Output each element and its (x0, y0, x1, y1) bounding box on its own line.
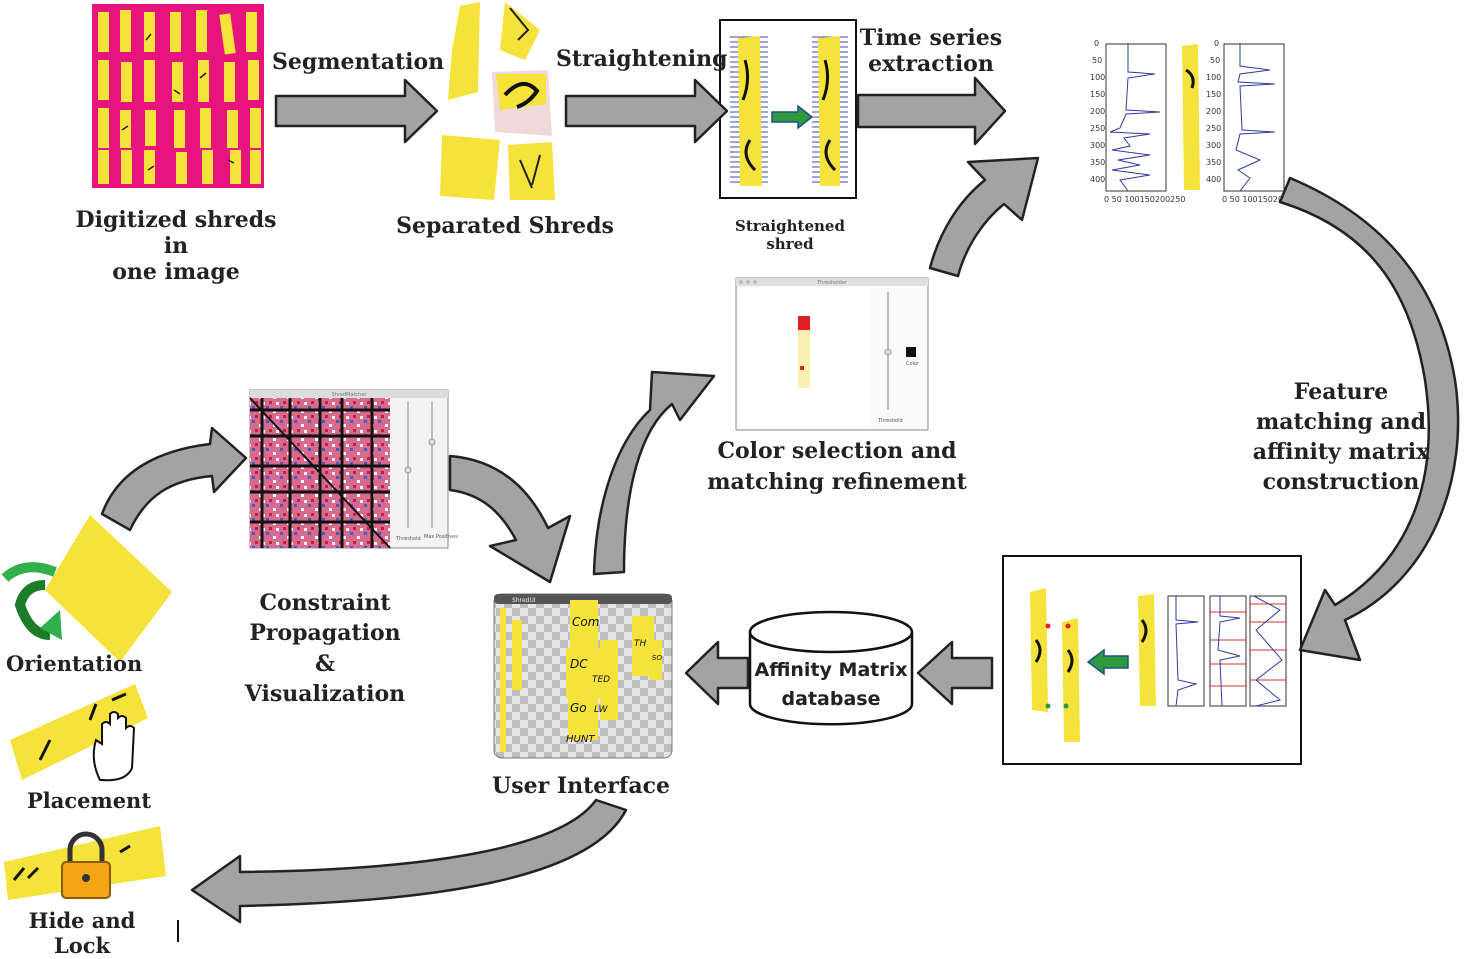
ts-ytick: 0 (1214, 39, 1219, 48)
ts-xticks: 0 50 100150200250 (1104, 195, 1185, 204)
ts-ytick: 0 (1094, 39, 1099, 48)
ui-writing: LW (594, 705, 609, 715)
ts-ytick: 250 (1090, 124, 1105, 133)
segmentation-label: Segmentation (272, 49, 445, 75)
ui-writing: SO (652, 654, 662, 662)
arrow-to-ui (684, 640, 750, 706)
affinity-matrix-window: ShredMatcher Threshold Max Positives (249, 389, 458, 549)
ui-writing: Com (572, 615, 599, 629)
ui-writing: Go (570, 701, 587, 715)
straightening-label: Straightening (556, 46, 728, 72)
matrix-max-label: Max Positives (424, 534, 458, 540)
color-selection-label: Color selection and matching refinement (707, 438, 967, 495)
ui-window-title: ShredUI (512, 597, 536, 604)
constraint-label: Constraint Propagation & Visualization (244, 590, 406, 708)
arrow-ui-to-color (592, 370, 716, 576)
ui-writing: HUNT (566, 734, 595, 745)
threshold-label: Threshold (877, 418, 903, 424)
ts-ytick: 100 (1206, 73, 1221, 82)
ui-writing: DC (570, 657, 588, 671)
time-series-plots: 0 50 100 150 200 250 300 350 400 0 50 10… (1090, 39, 1303, 204)
separated-label: Separated Shreds (396, 213, 614, 239)
hide-lock-label: Hide and Lock (28, 908, 136, 958)
ts-ytick: 250 (1206, 124, 1221, 133)
arrow-color-to-time (928, 156, 1040, 278)
ts-ytick: 150 (1090, 90, 1105, 99)
color-selection-window: Thresholder Color Threshold (735, 277, 929, 431)
affinity-database-cylinder (748, 610, 914, 726)
ui-writing: TED (592, 675, 610, 685)
user-interface-window: ShredUI Com DC TED Go LW HUNT TH SO (493, 593, 673, 759)
ts-ytick: 50 (1092, 56, 1102, 65)
separated-shreds-image (440, 2, 555, 200)
placement-label: Placement (26, 788, 152, 813)
ts-ytick: 200 (1206, 107, 1221, 116)
arrow-straightening (564, 78, 729, 144)
orientation-image (1, 515, 172, 662)
matrix-threshold-label: Threshold (395, 536, 421, 542)
arrow-to-database (916, 640, 994, 706)
hand-icon (92, 711, 136, 782)
arrow-to-feature (1278, 176, 1460, 662)
matrix-window-title: ShredMatcher (332, 392, 368, 398)
database-label: Affinity Matrix database (752, 656, 910, 713)
straightened-shred-image (719, 19, 857, 199)
arrow-orientation-to-matrix (100, 426, 248, 532)
ts-ytick: 400 (1206, 175, 1221, 184)
arrow-ui-to-tools (190, 798, 628, 924)
database-label-line2: database (781, 687, 881, 710)
lock-icon (61, 831, 111, 899)
digitized-shreds-image (92, 4, 264, 188)
flow-arrows (100, 76, 1460, 924)
ts-ytick: 50 (1210, 56, 1220, 65)
ts-ytick: 200 (1090, 107, 1105, 116)
time-series-label: Time series extraction (859, 25, 1003, 77)
orientation-label: Orientation (6, 651, 143, 676)
arrow-time-series (856, 76, 1007, 146)
ts-ytick: 100 (1090, 73, 1105, 82)
ui-writing: TH (634, 639, 646, 649)
feature-matching-image (1002, 555, 1302, 765)
straightened-label: Straightened shred (735, 217, 845, 253)
color-label: Color (906, 361, 920, 367)
arrow-segmentation (274, 78, 439, 144)
ts-ytick: 400 (1090, 175, 1105, 184)
feature-label: Feature matching and affinity matrix con… (1252, 379, 1430, 495)
digitized-label: Digitized shreds in one image (75, 207, 277, 285)
ts-ytick: 300 (1090, 141, 1105, 150)
arrow-matrix-to-ui (448, 454, 572, 584)
ts-ytick: 350 (1090, 158, 1105, 167)
ts-ytick: 300 (1206, 141, 1221, 150)
database-label-line1: Affinity Matrix (754, 659, 908, 681)
placement-image (10, 684, 148, 780)
ts-xticks: 0 50 100150200250 (1222, 195, 1303, 204)
user-interface-label: User Interface (492, 773, 670, 799)
ts-ytick: 350 (1206, 158, 1221, 167)
ts-ytick: 150 (1206, 90, 1221, 99)
color-window-title: Thresholder (816, 280, 848, 286)
